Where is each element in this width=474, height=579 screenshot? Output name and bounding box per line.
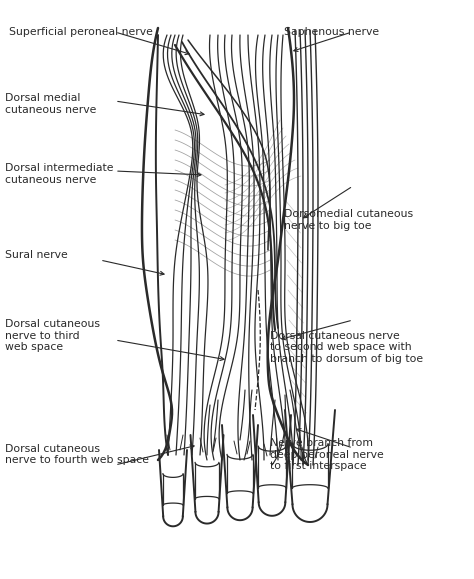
Text: Nerve branch from
deep peroneal nerve
to first interspace: Nerve branch from deep peroneal nerve to… — [270, 438, 384, 471]
Text: Dorsal medial
cutaneous nerve: Dorsal medial cutaneous nerve — [5, 93, 96, 115]
Text: Sural nerve: Sural nerve — [5, 250, 67, 260]
Text: Superficial peroneal nerve: Superficial peroneal nerve — [9, 27, 154, 37]
Text: Dorsal cutaneous
nerve to third
web space: Dorsal cutaneous nerve to third web spac… — [5, 319, 100, 353]
Text: Dorsal cutaneous
nerve to fourth web space: Dorsal cutaneous nerve to fourth web spa… — [5, 444, 149, 466]
Text: Saphenous nerve: Saphenous nerve — [284, 27, 380, 37]
Text: Dorsal intermediate
cutaneous nerve: Dorsal intermediate cutaneous nerve — [5, 163, 113, 185]
Text: Dorsal cutaneous nerve
to second web space with
branch to dorsum of big toe: Dorsal cutaneous nerve to second web spa… — [270, 331, 423, 364]
Text: Dorsomedial cutaneous
nerve to big toe: Dorsomedial cutaneous nerve to big toe — [284, 209, 413, 231]
